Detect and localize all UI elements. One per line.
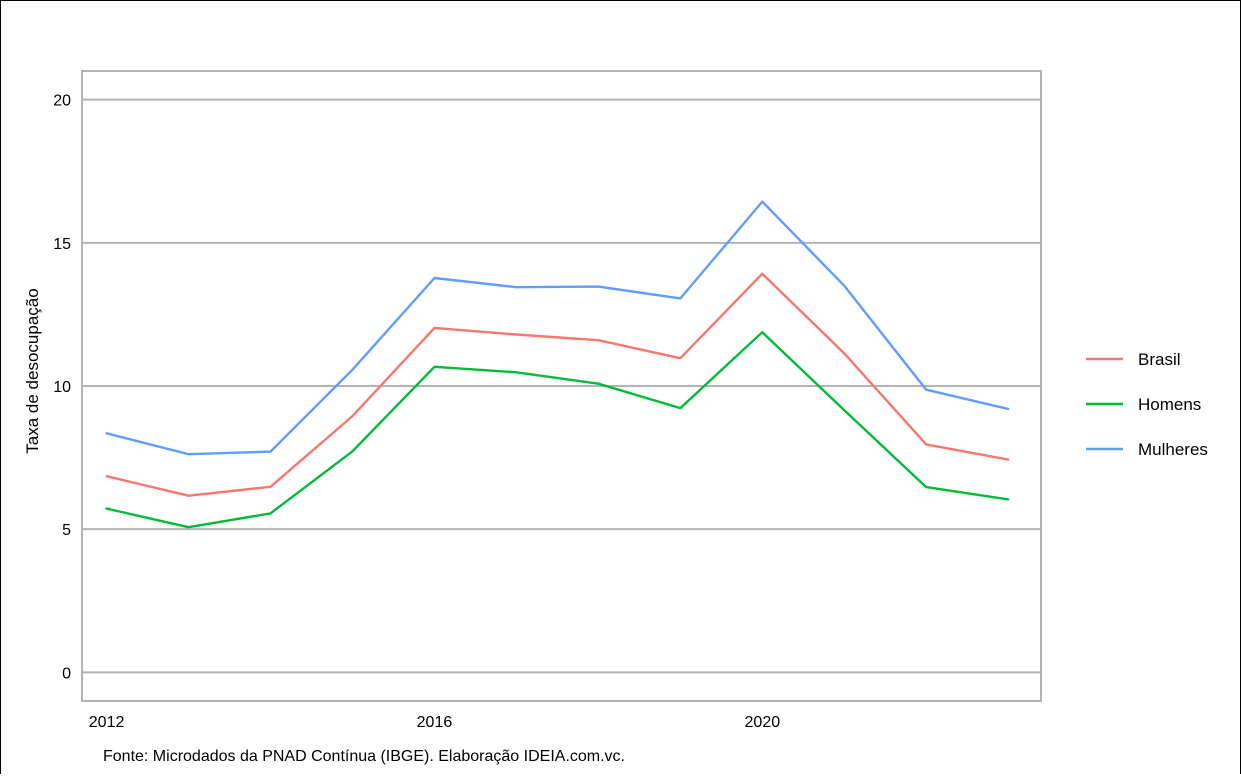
series-line-mulheres [105,200,1010,456]
x-axis-ticks: 2012 2016 2020 [89,714,780,731]
y-axis-label: Taxa de desocupação [23,288,42,453]
series-line-homens [105,331,1010,529]
x-tick-label-2012: 2012 [89,714,125,731]
y-axis-ticks: 0 5 10 15 20 [53,93,71,683]
series-lines [105,200,1010,529]
legend: Brasil Homens Mulheres [1086,350,1208,459]
x-tick-label-2016: 2016 [417,714,453,731]
series-line-brasil [105,272,1010,497]
grid-lines [82,98,1041,674]
chart-caption: Fonte: Microdados da PNAD Contínua (IBGE… [103,748,625,765]
y-tick-label-0: 0 [62,665,71,682]
legend-label-homens: Homens [1138,395,1201,414]
y-tick-label-20: 20 [53,93,71,110]
y-tick-label-10: 10 [53,379,71,396]
y-tick-label-5: 5 [62,522,71,539]
y-tick-label-15: 15 [53,236,71,253]
plot-panel-border [81,70,1042,702]
x-tick-label-2020: 2020 [745,714,781,731]
legend-label-mulheres: Mulheres [1138,440,1208,459]
legend-label-brasil: Brasil [1138,350,1181,369]
